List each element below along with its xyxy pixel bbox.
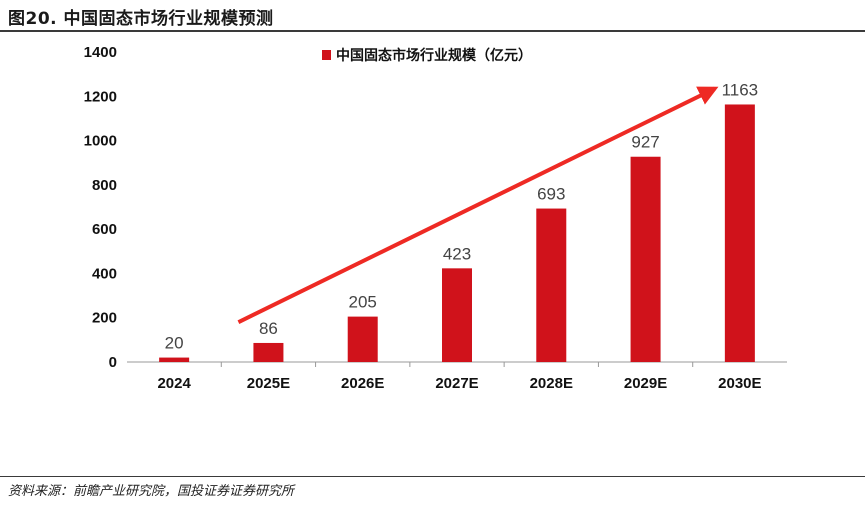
source-note: 资料来源：前瞻产业研究院，国投证券证券研究所 <box>8 484 295 499</box>
bar <box>442 268 472 362</box>
trend-arrow <box>237 86 719 324</box>
x-tick-label: 2027E <box>435 375 478 392</box>
bar <box>630 156 661 362</box>
bar <box>159 357 190 362</box>
bar-value-label: 927 <box>631 133 659 152</box>
y-axis-ticks: 0 200 400 600 800 1000 1200 1400 <box>84 44 117 371</box>
top-divider <box>0 30 865 32</box>
y-tick-label: 400 <box>92 265 117 282</box>
bar-value-label: 86 <box>259 319 278 338</box>
bar-value-label: 205 <box>349 293 377 312</box>
x-tick-label: 2024 <box>157 375 191 392</box>
legend-label: 中国固态市场行业规模（亿元） <box>336 47 532 64</box>
x-axis-ticks: 2024 2025E 2026E 2027E 2028E 2029E 2030E <box>157 362 762 392</box>
y-tick-label: 0 <box>109 354 117 371</box>
x-tick-label: 2025E <box>247 375 290 392</box>
legend-swatch <box>322 50 331 60</box>
bar <box>724 104 755 362</box>
bar-value-label: 693 <box>537 185 565 204</box>
bar <box>347 316 378 362</box>
bar-value-label: 20 <box>165 334 184 353</box>
bar-value-label: 1163 <box>722 80 759 99</box>
y-tick-label: 1400 <box>84 44 117 61</box>
y-tick-label: 200 <box>92 310 117 327</box>
legend: 中国固态市场行业规模（亿元） <box>322 47 532 64</box>
y-tick-label: 600 <box>92 221 117 238</box>
bottom-divider <box>0 476 865 477</box>
bars <box>159 104 755 362</box>
y-tick-label: 800 <box>92 177 117 194</box>
x-tick-label: 2028E <box>530 375 573 392</box>
x-tick-label: 2029E <box>624 375 667 392</box>
x-tick-label: 2030E <box>718 375 761 392</box>
y-tick-label: 1200 <box>84 88 117 105</box>
bar-value-label: 423 <box>443 244 471 263</box>
y-tick-label: 1000 <box>84 133 117 150</box>
x-tick-label: 2026E <box>341 375 384 392</box>
data-labels: 20 86 205 423 693 927 1163 <box>165 80 758 352</box>
bar <box>536 208 567 362</box>
figure-title: 图20. 中国固态市场行业规模预测 <box>8 9 274 29</box>
bar <box>253 342 284 362</box>
